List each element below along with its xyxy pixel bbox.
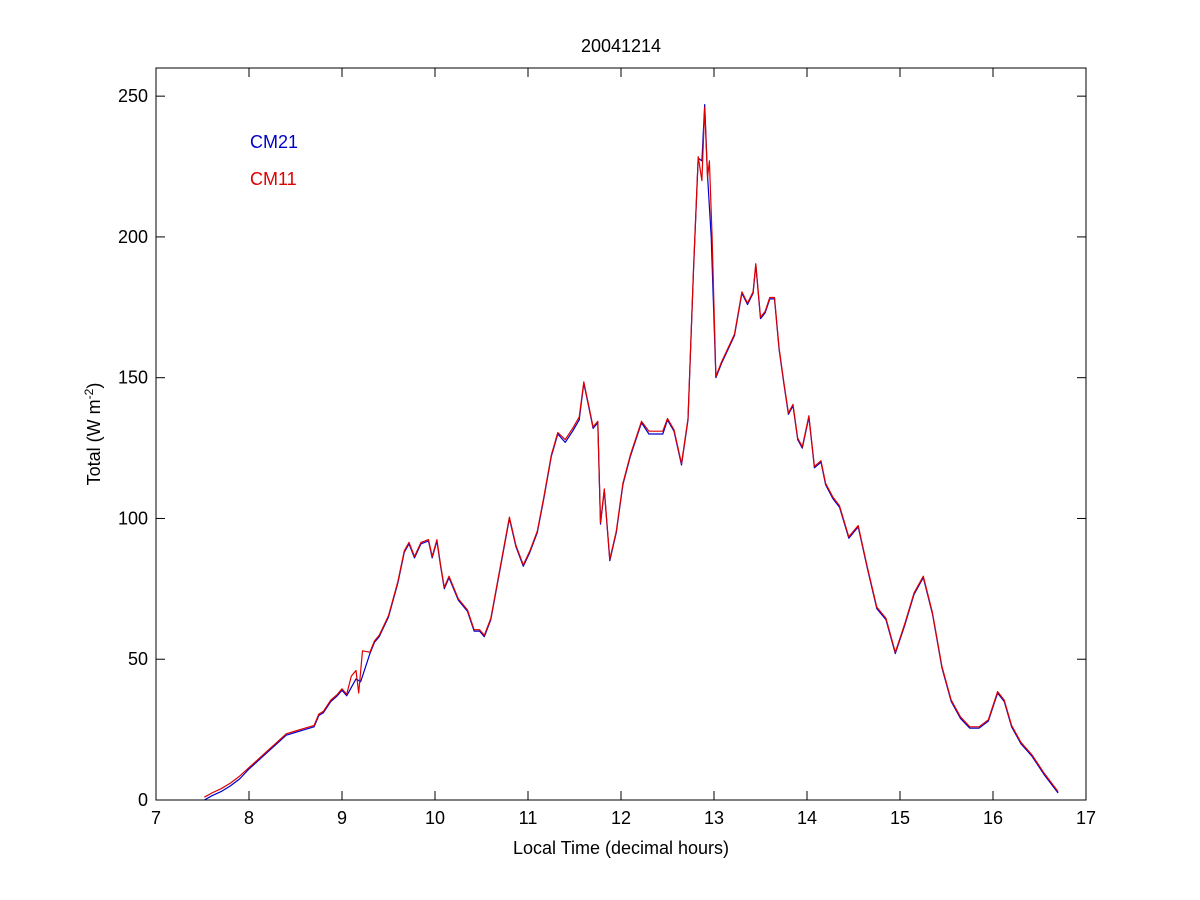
y-tick-label: 0	[138, 790, 148, 810]
x-tick-label: 10	[425, 808, 445, 828]
legend-entry-cm21: CM21	[250, 132, 298, 152]
x-tick-label: 17	[1076, 808, 1096, 828]
legend-entry-cm11: CM11	[250, 169, 297, 189]
x-tick-label: 12	[611, 808, 631, 828]
x-tick-label: 8	[244, 808, 254, 828]
x-tick-label: 13	[704, 808, 724, 828]
x-tick-label: 11	[519, 808, 538, 828]
y-axis-label-base: Total (W m	[84, 399, 104, 485]
y-tick-label: 200	[118, 227, 148, 247]
y-tick-label: 250	[118, 86, 148, 106]
plot-area	[156, 68, 1086, 800]
y-axis-label-close: )	[84, 383, 104, 389]
x-tick-label: 14	[797, 808, 817, 828]
x-axis-label: Local Time (decimal hours)	[513, 838, 729, 858]
series-layer	[204, 104, 1059, 801]
axes-box	[155, 67, 1087, 801]
series-line-cm11	[204, 106, 1059, 798]
y-tick-label: 50	[128, 649, 148, 669]
y-axis-label: Total (W m-2)	[82, 383, 104, 486]
x-tick-label: 15	[890, 808, 910, 828]
y-tick-label: 100	[118, 508, 148, 528]
y-tick-label: 150	[118, 368, 148, 388]
x-tick-label: 16	[983, 808, 1003, 828]
tick-layer: 7 8 9 10 11 12 13 14 15 16 17 0 50 100 150 200 250	[118, 68, 1096, 828]
x-tick-label: 9	[337, 808, 347, 828]
x-tick-label: 7	[151, 808, 161, 828]
y-axis-label-exponent: -2	[82, 388, 96, 399]
chart-title: 20041214	[581, 36, 661, 56]
legend: CM21 CM11	[250, 132, 298, 189]
